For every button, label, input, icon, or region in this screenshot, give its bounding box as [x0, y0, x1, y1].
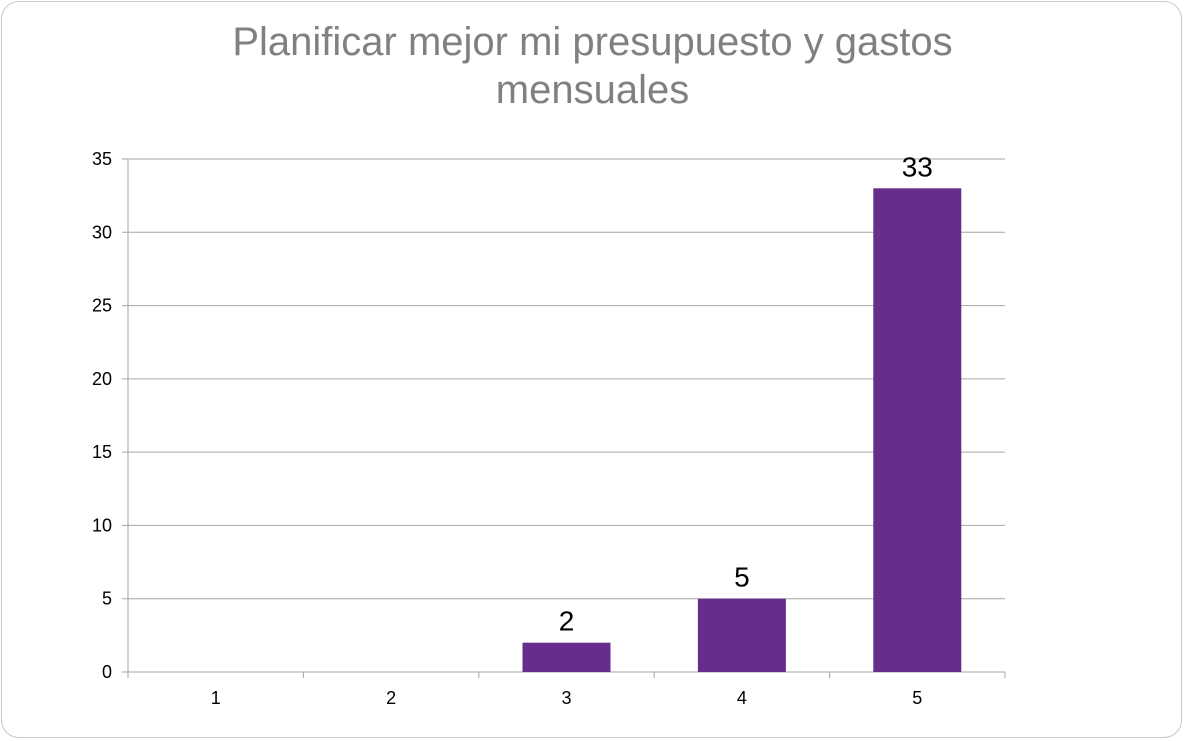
y-tick-label: 5	[102, 589, 112, 609]
x-tick-label: 2	[386, 688, 396, 708]
chart-title: Planificar mejor mi presupuesto y gastos…	[0, 18, 1185, 114]
x-tick-label: 1	[211, 688, 221, 708]
y-tick-label: 15	[92, 442, 112, 462]
data-label: 5	[734, 562, 750, 593]
y-tick-label: 0	[102, 662, 112, 682]
bar	[873, 188, 962, 673]
bar	[697, 598, 786, 672]
y-tick-label: 20	[92, 369, 112, 389]
data-label: 2	[559, 606, 575, 637]
x-tick-label: 3	[561, 688, 571, 708]
x-tick-label: 5	[912, 688, 922, 708]
chart-title-line-1: Planificar mejor mi presupuesto y gastos	[232, 20, 953, 64]
chart-title-line-2: mensuales	[495, 68, 690, 112]
y-tick-label: 25	[92, 296, 112, 316]
y-tick-label: 35	[92, 149, 112, 169]
y-tick-label: 30	[92, 222, 112, 242]
data-label: 33	[902, 151, 933, 182]
bar	[522, 642, 611, 672]
y-tick-label: 10	[92, 515, 112, 535]
x-tick-label: 4	[737, 688, 747, 708]
